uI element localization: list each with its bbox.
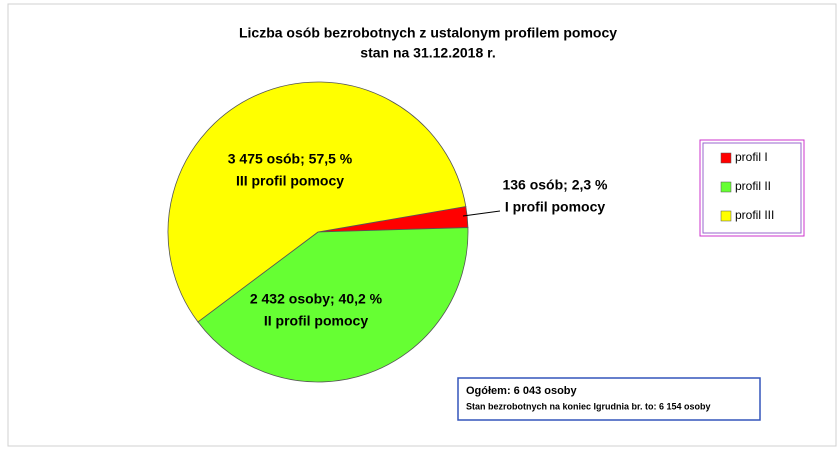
note-detail: Stan bezrobotnych na koniec Igrudnia br.… — [466, 401, 711, 411]
pie-slice — [197, 227, 469, 383]
data-label: 136 osób; 2,3 % — [502, 177, 608, 193]
legend-frame — [699, 139, 805, 237]
legend-swatch — [720, 181, 732, 193]
note-total: Ogółem: 6 043 osoby — [466, 385, 578, 397]
legend-swatch — [720, 152, 732, 164]
legend-swatch — [720, 210, 732, 222]
legend-frame-inner — [702, 142, 802, 234]
data-label-caption: I profil pomocy — [505, 199, 606, 215]
data-label: 2 432 osoby; 40,2 % — [250, 291, 383, 307]
legend-label: profil I — [735, 150, 768, 164]
leader-line — [462, 210, 501, 217]
data-label: 3 475 osób; 57,5 % — [228, 151, 353, 167]
note-box — [457, 377, 761, 421]
data-label-caption: II profil pomocy — [264, 313, 368, 329]
legend-label: profil III — [735, 208, 774, 222]
chart-title: Liczba osób bezrobotnych z ustalonym pro… — [239, 25, 617, 41]
data-label-caption: III profil pomocy — [236, 173, 344, 189]
legend-label: profil II — [735, 179, 771, 193]
chart-subtitle: stan na 31.12.2018 r. — [360, 45, 495, 61]
pie-slice — [167, 81, 467, 323]
